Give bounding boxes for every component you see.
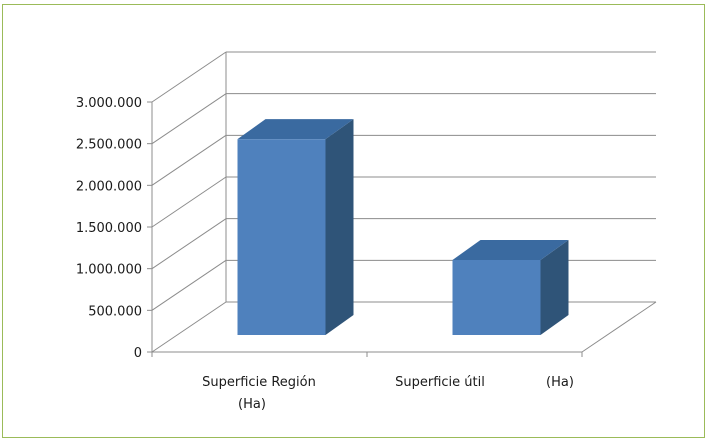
bar-top-face [452,240,569,260]
bar-front-face [452,260,541,335]
y-tick-label: 2.500.000 [76,138,142,153]
bars [237,119,569,336]
y-tick-label: 2.000.000 [76,179,142,194]
y-tick-label: 1.000.000 [76,263,142,278]
bar [452,240,569,335]
floor-right-edge [581,301,657,353]
bar-top-face [237,119,354,140]
y-tick-label: 3.000.000 [76,96,142,111]
side-wall-gridline [151,259,227,311]
side-wall-gridline [151,134,227,186]
side-wall-gridline [151,176,227,228]
x-tick-label: Superficie útil [395,375,485,390]
x-tick-label: (Ha) [238,397,266,412]
bar-front-face [237,139,326,335]
side-wall-gridline [151,301,227,353]
x-tick-label: (Ha) [546,375,574,390]
bar [237,119,354,336]
bar-side-face [325,119,354,336]
side-wall-gridline [151,218,227,270]
y-tick-label: 500.000 [88,304,142,319]
x-tick-label: Superficie Región [202,375,316,390]
x-tick-labels: Superficie Región (Ha) Superficie útil (Ha) [202,375,574,412]
bar-side-face [540,240,569,335]
y-tick-label: 0 [134,346,142,361]
axes [147,101,657,357]
side-wall-gridline [151,93,227,145]
side-wall-gridline [151,51,227,103]
y-tick-labels: 0 500.000 1.000.000 1.500.000 2.000.000 2.500… [76,96,142,361]
y-tick-label: 1.500.000 [76,221,142,236]
